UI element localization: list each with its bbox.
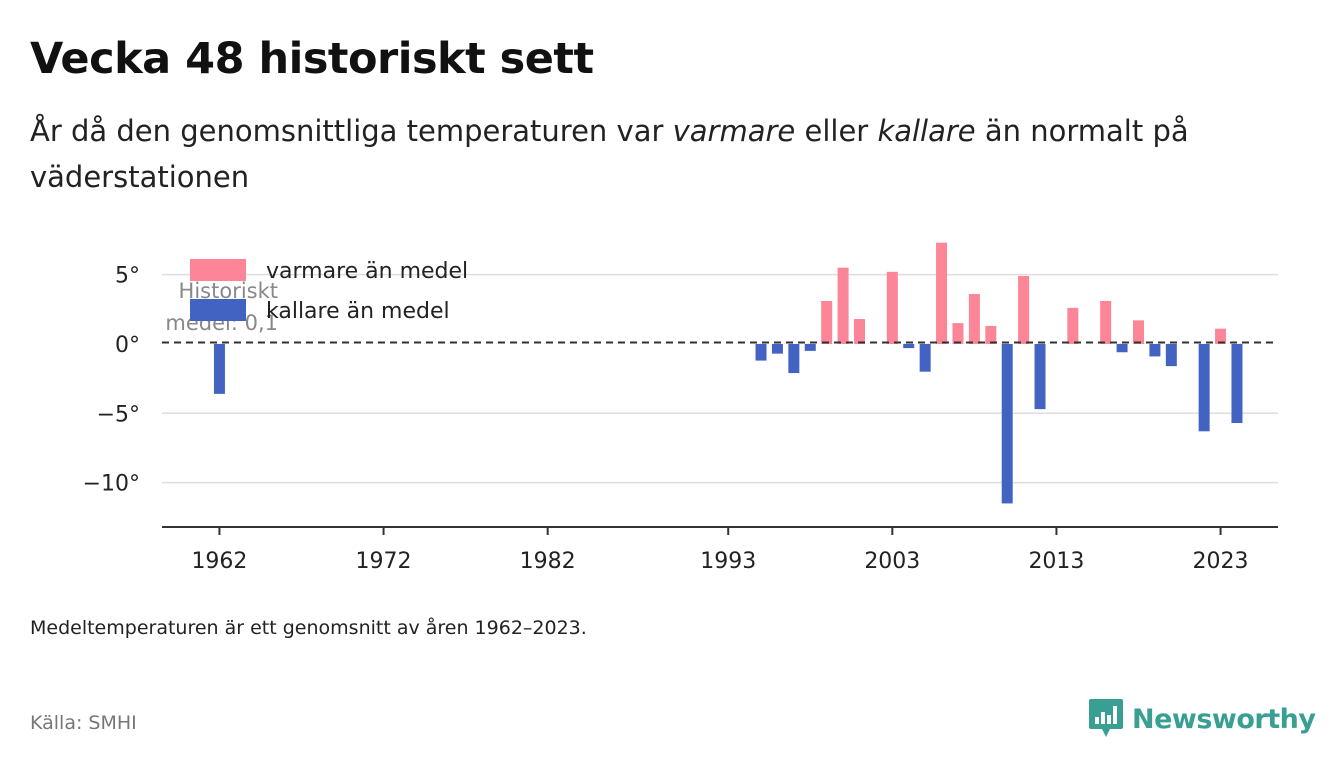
x-tick-label: 2003 xyxy=(864,549,920,574)
bar-colder xyxy=(1034,343,1046,410)
bar-warmer xyxy=(854,318,865,344)
subtitle-emphasis-warmer: varmare xyxy=(672,114,796,148)
bar-warmer xyxy=(968,294,980,344)
bar-warmer xyxy=(1133,320,1144,344)
bar-colder xyxy=(213,343,225,394)
x-axis: 1962 1972 1982 1993 2003 2013 2023 xyxy=(162,526,1278,574)
legend-swatch-cold xyxy=(190,299,246,321)
gridlines xyxy=(162,273,1278,484)
y-axis-ticks: 5° 0° −5° −10° xyxy=(83,264,140,497)
bar-colder xyxy=(771,343,783,354)
bar-warmer xyxy=(1215,328,1227,344)
bar-warmer xyxy=(1018,275,1030,344)
x-tick-label: 1962 xyxy=(191,549,247,574)
bar-colder xyxy=(755,343,767,361)
subtitle-emphasis-colder: kallare xyxy=(877,114,976,148)
bar-colder xyxy=(788,343,800,374)
legend-swatch-warm xyxy=(190,259,246,281)
bar-colder xyxy=(804,343,816,351)
bar-warmer xyxy=(1100,300,1112,344)
bar-colder xyxy=(1165,343,1177,367)
brand-logo[interactable]: Newsworthy xyxy=(1088,697,1316,741)
bar-colder xyxy=(1001,343,1013,504)
bar-warmer xyxy=(837,267,849,344)
x-tick-label: 1993 xyxy=(700,549,756,574)
footnote: Medeltemperaturen är ett genomsnitt av å… xyxy=(30,617,587,639)
bar-colder xyxy=(919,343,931,372)
bar-warmer xyxy=(936,242,948,344)
bar-warmer xyxy=(985,325,997,344)
subtitle-text-start: År då den genomsnittliga temperaturen va… xyxy=(30,114,673,148)
source-label: Källa: SMHI xyxy=(30,712,137,734)
subtitle-text-middle: eller xyxy=(795,114,878,148)
y-tick-label: 5° xyxy=(115,264,140,289)
bar-warmer xyxy=(952,323,964,344)
bar-colder xyxy=(1149,343,1161,357)
y-tick-label: 0° xyxy=(115,333,140,358)
legend-label-warm: varmare än medel xyxy=(266,259,468,284)
bar-colder xyxy=(903,343,915,349)
bar-warmer xyxy=(821,300,833,344)
newsworthy-logo-icon xyxy=(1089,699,1123,737)
x-tick-label: 1982 xyxy=(520,549,576,574)
x-tick-label: 2023 xyxy=(1193,549,1249,574)
x-tick-label: 1972 xyxy=(356,549,412,574)
legend-label-cold: kallare än medel xyxy=(266,299,450,324)
y-tick-label: −5° xyxy=(97,402,140,427)
bars xyxy=(213,242,1243,504)
bar-warmer xyxy=(886,271,898,344)
bar-colder xyxy=(1231,343,1243,423)
bar-colder xyxy=(1198,343,1210,432)
y-tick-label: −10° xyxy=(83,472,140,497)
legend: varmare än medel kallare än medel xyxy=(190,259,468,324)
chart-subtitle: År då den genomsnittliga temperaturen va… xyxy=(30,108,1270,200)
bar-colder xyxy=(1116,343,1128,353)
x-tick-label: 2013 xyxy=(1028,549,1084,574)
chart-title: Vecka 48 historiskt sett xyxy=(30,34,594,84)
brand-name: Newsworthy xyxy=(1132,703,1316,735)
subtitle-text-end: än normalt på väderstationen xyxy=(30,114,1189,194)
bar-warmer xyxy=(1067,307,1079,344)
